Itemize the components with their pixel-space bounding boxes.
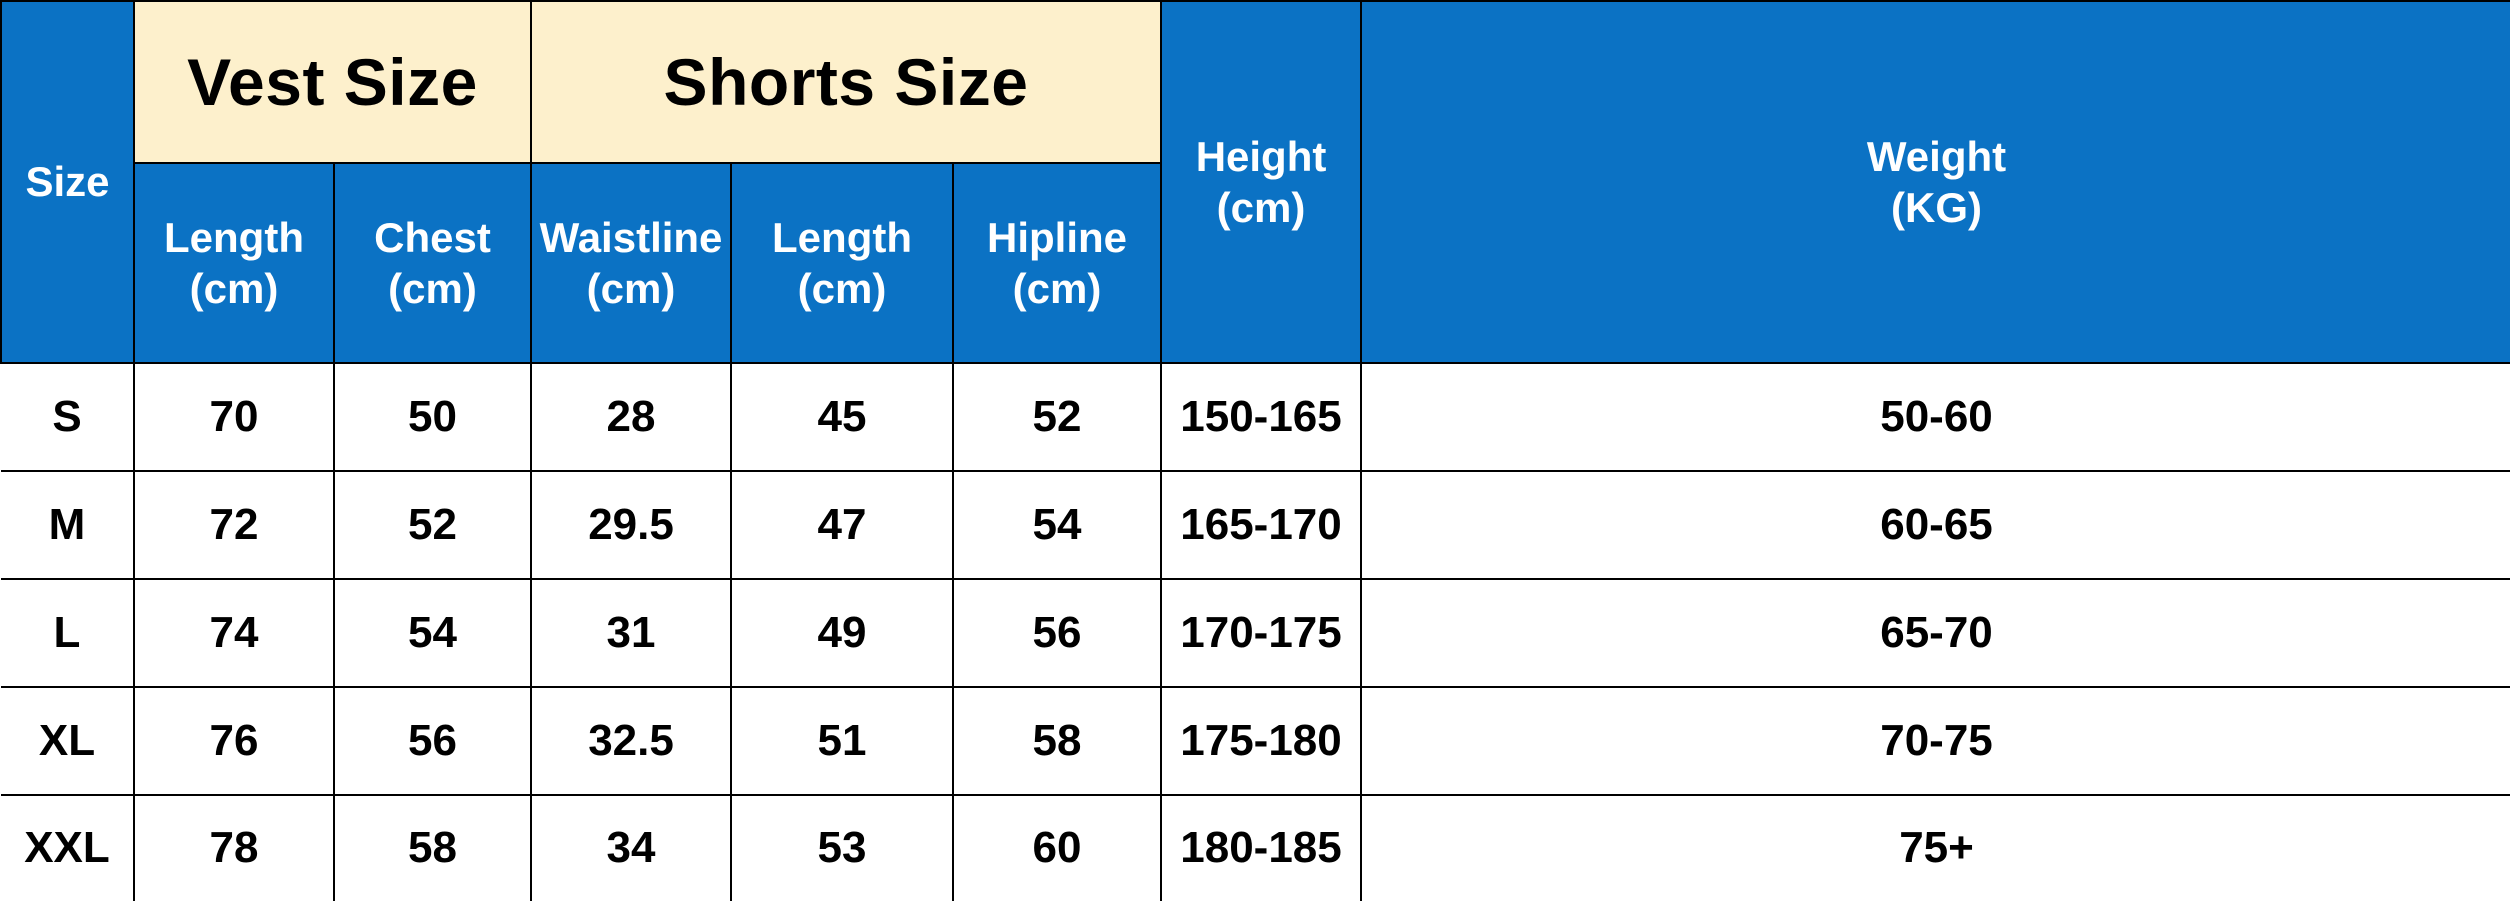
cell-vest-chest: 50 xyxy=(332,362,533,472)
cell-vest-chest: 58 xyxy=(332,793,533,901)
cell-height: 165-170 xyxy=(1160,469,1363,580)
cell-vest-chest: 52 xyxy=(332,469,533,580)
header-row-groups: Size Vest Size Shorts Size Height (cm) W… xyxy=(0,0,2510,364)
cell-shorts-waistline: 28 xyxy=(530,362,733,472)
table-row: S 70 50 28 45 52 150-165 50-60 xyxy=(1,362,2510,472)
cell-height: 175-180 xyxy=(1160,685,1363,796)
group-header-shorts-size: Shorts Size xyxy=(530,0,1163,164)
cell-height: 150-165 xyxy=(1160,362,1363,472)
cell-weight: 50-60 xyxy=(1360,362,2510,472)
cell-shorts-waistline: 34 xyxy=(530,793,733,901)
header-row-columns: Length (cm) Chest (cm) Waistline (cm) Le… xyxy=(1,162,2510,364)
cell-size: M xyxy=(1,469,135,580)
cell-shorts-hipline: 60 xyxy=(952,793,1163,901)
header-height-unit: (cm) xyxy=(1216,184,1306,231)
cell-vest-length: 76 xyxy=(133,685,335,796)
table-body: S 70 50 28 45 52 150-165 50-60 M 72 52 2… xyxy=(1,362,2510,901)
cell-weight: 65-70 xyxy=(1360,577,2510,688)
header-vest-chest: Chest (cm) xyxy=(332,162,533,364)
header-shorts-length-name: Length xyxy=(772,213,912,261)
cell-vest-length: 74 xyxy=(133,577,335,688)
header-vest-chest-name: Chest xyxy=(374,213,491,261)
header-vest-chest-unit: (cm) xyxy=(388,265,477,312)
cell-shorts-length: 47 xyxy=(730,469,955,580)
header-size: Size xyxy=(0,0,135,364)
cell-vest-length: 72 xyxy=(133,469,335,580)
header-shorts-length: Length (cm) xyxy=(730,162,955,364)
header-shorts-length-unit: (cm) xyxy=(797,265,887,312)
cell-size: XL xyxy=(1,685,135,796)
cell-height: 170-175 xyxy=(1160,577,1363,688)
cell-vest-length: 78 xyxy=(133,793,335,901)
header-vest-length: Length (cm) xyxy=(133,162,335,364)
table-header: Size Vest Size Shorts Size Height (cm) W… xyxy=(0,0,2510,364)
cell-vest-chest: 54 xyxy=(332,577,533,688)
cell-shorts-waistline: 31 xyxy=(530,577,733,688)
cell-shorts-length: 53 xyxy=(730,793,955,901)
header-weight: Weight (KG) xyxy=(1360,0,2510,364)
table-row: L 74 54 31 49 56 170-175 65-70 xyxy=(1,577,2510,688)
cell-size: S xyxy=(1,362,135,472)
header-weight-name: Weight xyxy=(1866,132,2007,180)
table-row: XXL 78 58 34 53 60 180-185 75+ xyxy=(1,793,2510,901)
header-shorts-waistline-unit: (cm) xyxy=(586,265,676,312)
header-shorts-hipline: Hipline (cm) xyxy=(952,162,1163,364)
cell-shorts-length: 45 xyxy=(730,362,955,472)
header-shorts-hipline-unit: (cm) xyxy=(1012,265,1102,312)
cell-vest-chest: 56 xyxy=(332,685,533,796)
header-shorts-hipline-name: Hipline xyxy=(987,213,1128,261)
cell-shorts-hipline: 52 xyxy=(952,362,1163,472)
group-header-vest-size: Vest Size xyxy=(132,0,533,164)
header-weight-unit: (KG) xyxy=(1891,184,1982,231)
header-vest-length-unit: (cm) xyxy=(189,265,279,312)
cell-weight: 60-65 xyxy=(1360,469,2510,580)
cell-shorts-length: 51 xyxy=(730,685,955,796)
cell-shorts-length: 49 xyxy=(730,577,955,688)
cell-shorts-hipline: 58 xyxy=(952,685,1163,796)
header-height: Height (cm) xyxy=(1160,0,1363,364)
cell-shorts-hipline: 54 xyxy=(952,469,1163,580)
cell-height: 180-185 xyxy=(1160,793,1363,901)
cell-weight: 75+ xyxy=(1360,793,2510,901)
cell-shorts-waistline: 32.5 xyxy=(530,685,733,796)
table-row: M 72 52 29.5 47 54 165-170 60-65 xyxy=(1,469,2510,580)
header-vest-length-name: Length xyxy=(164,213,304,261)
header-height-name: Height xyxy=(1195,132,1327,180)
cell-weight: 70-75 xyxy=(1360,685,2510,796)
cell-size: L xyxy=(1,577,135,688)
header-shorts-waistline-name: Waistline xyxy=(539,213,723,261)
cell-size: XXL xyxy=(1,793,135,901)
table-row: XL 76 56 32.5 51 58 175-180 70-75 xyxy=(1,685,2510,796)
cell-shorts-hipline: 56 xyxy=(952,577,1163,688)
cell-shorts-waistline: 29.5 xyxy=(530,469,733,580)
cell-vest-length: 70 xyxy=(133,362,335,472)
header-shorts-waistline: Waistline (cm) xyxy=(530,162,733,364)
